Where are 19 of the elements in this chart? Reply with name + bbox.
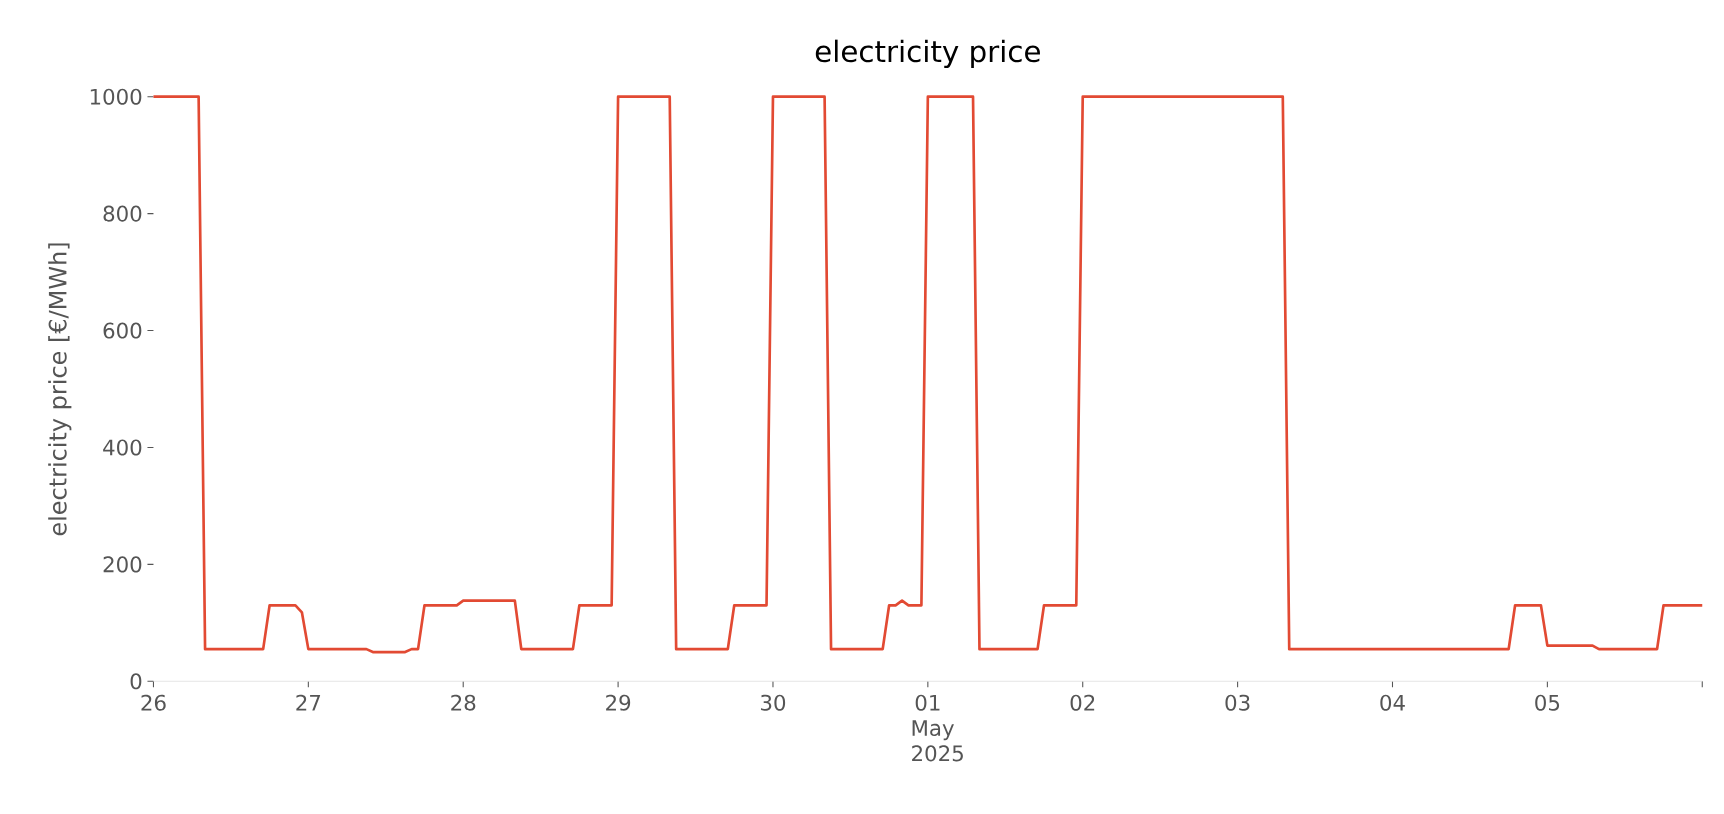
- x-tick-label: 01 May 2025: [912, 694, 963, 762]
- chart-title: electricity price: [815, 39, 1040, 68]
- y-tick-label: 400: [103, 439, 142, 456]
- x-tick-label: 04: [1380, 694, 1405, 711]
- x-tick-label: 28: [451, 694, 476, 711]
- y-tick-label: 0: [130, 673, 142, 690]
- y-axis-title: electricity price [€/MWh]: [48, 243, 72, 536]
- y-tick-label: 200: [103, 556, 142, 573]
- y-tick-label: 600: [103, 322, 142, 339]
- x-tick-label: 26: [141, 694, 166, 711]
- x-tick-label: 29: [606, 694, 631, 711]
- y-tick-label: 1000: [90, 88, 142, 105]
- x-tick-label: 03: [1225, 694, 1250, 711]
- x-tick-label: 27: [296, 694, 321, 711]
- x-tick-label: 30: [761, 694, 786, 711]
- y-tick-label: 800: [103, 205, 142, 222]
- x-tick-label: 02: [1070, 694, 1095, 711]
- x-tick-label: 05: [1535, 694, 1560, 711]
- line-series: [152, 95, 1704, 654]
